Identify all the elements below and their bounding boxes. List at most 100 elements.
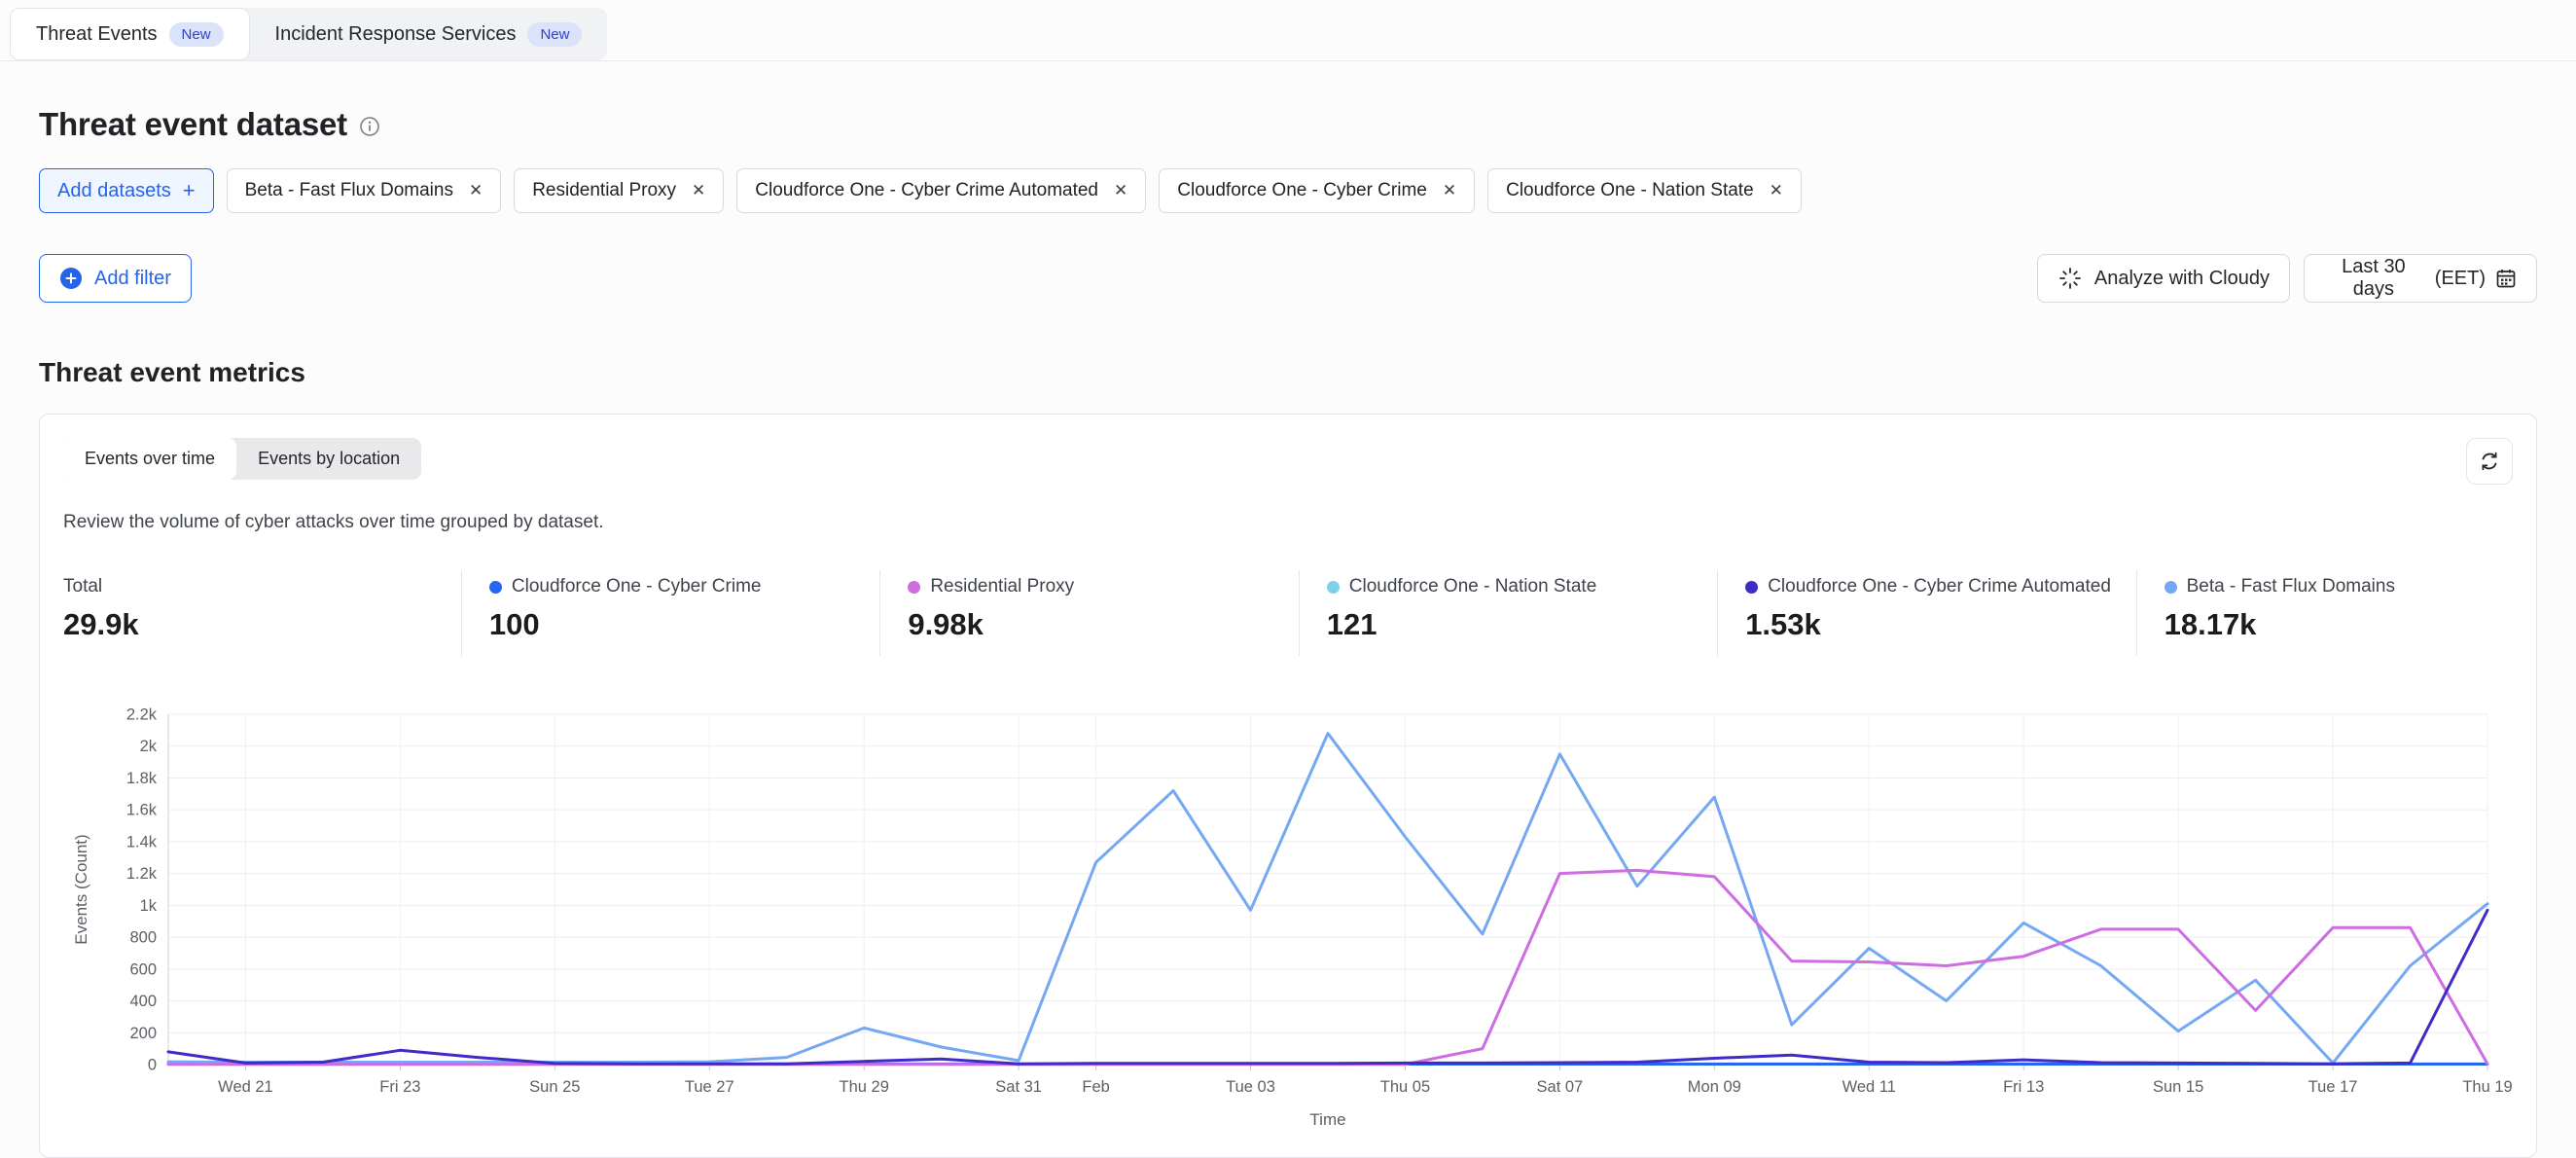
analyze-label: Analyze with Cloudy (2094, 268, 2270, 290)
y-tick-label: 1.8k (126, 770, 158, 787)
title-row: Threat event dataset (39, 106, 2537, 143)
series-color-dot (1745, 581, 1758, 594)
chip-close-icon[interactable]: ✕ (1770, 181, 1783, 200)
x-tick-label: Thu 29 (840, 1078, 889, 1096)
top-tab-bar: Threat EventsNewIncident Response Servic… (10, 8, 607, 60)
x-tick-label: Thu 05 (1380, 1078, 1430, 1096)
refresh-button[interactable] (2466, 438, 2513, 485)
stat-value: 121 (1327, 607, 1707, 642)
stat-value: 29.9k (63, 607, 451, 642)
stats-row: Total 29.9k Cloudforce One - Cyber Crime 10… (63, 570, 2513, 656)
info-icon[interactable] (359, 116, 380, 137)
stat-value: 100 (489, 607, 870, 642)
tab-events-by-location[interactable]: Events by location (236, 438, 421, 480)
tab-threat-events[interactable]: Threat Events New (10, 8, 250, 60)
chip-close-icon[interactable]: ✕ (1114, 181, 1127, 200)
chip-close-icon[interactable]: ✕ (469, 181, 483, 200)
dataset-chip-cloudforce-one-cyber-crime-automated: Cloudforce One - Cyber Crime Automated ✕ (736, 168, 1146, 213)
timezone-label: (EET) (2435, 268, 2486, 290)
chip-label: Cloudforce One - Cyber Crime Automated (755, 180, 1098, 201)
plus-circle-icon (59, 267, 83, 290)
x-tick-label: Feb (1082, 1078, 1109, 1096)
dataset-chips-row: Add datasets + Beta - Fast Flux Domains ✕… (39, 168, 2537, 213)
x-tick-label: Sat 07 (1537, 1078, 1584, 1096)
tab-label: Threat Events (36, 23, 158, 46)
x-tick-label: Fri 13 (2003, 1078, 2044, 1096)
series-color-dot (908, 581, 920, 594)
y-tick-label: 200 (129, 1025, 157, 1042)
tab-incident-response-services[interactable]: Incident Response Services New (250, 8, 608, 60)
chip-label: Residential Proxy (532, 180, 676, 201)
stat-value: 1.53k (1745, 607, 2126, 642)
stat-label: Residential Proxy (930, 576, 1074, 597)
add-datasets-label: Add datasets (57, 180, 171, 202)
x-tick-label: Wed 11 (1843, 1078, 1896, 1096)
metrics-heading: Threat event metrics (39, 357, 2537, 388)
date-range-picker[interactable]: Last 30 days (EET) (2304, 254, 2537, 303)
date-range-value: Last 30 days (2324, 256, 2423, 301)
new-badge: New (169, 22, 224, 47)
y-tick-label: 2k (140, 738, 158, 755)
y-axis-title: Events (Count) (72, 834, 90, 944)
y-tick-label: 400 (129, 993, 157, 1010)
y-tick-label: 1.4k (126, 833, 158, 850)
refresh-icon (2478, 450, 2501, 473)
stat-total: Total 29.9k (63, 570, 461, 656)
add-filter-label: Add filter (94, 268, 171, 290)
top-tab-strip: Threat EventsNewIncident Response Servic… (0, 0, 2576, 61)
stat-label: Total (63, 576, 102, 597)
dataset-chip-cloudforce-one-nation-state: Cloudforce One - Nation State ✕ (1487, 168, 1802, 213)
y-tick-label: 1.2k (126, 865, 158, 883)
threat-event-metrics-card: Events over timeEvents by location Revie… (39, 414, 2537, 1158)
stat-label: Cloudforce One - Nation State (1349, 576, 1597, 597)
tab-label: Incident Response Services (275, 23, 517, 46)
series-line-residential-proxy (168, 870, 2487, 1064)
calendar-icon (2495, 268, 2517, 289)
y-tick-label: 600 (129, 960, 157, 978)
x-tick-label: Fri 23 (379, 1078, 420, 1096)
x-tick-label: Sun 15 (2153, 1078, 2203, 1096)
x-tick-label: Tue 03 (1226, 1078, 1275, 1096)
series-color-dot (489, 581, 502, 594)
filter-row: Add filter Analyze with Cloudy Last 30 d… (39, 254, 2537, 303)
add-filter-button[interactable]: Add filter (39, 254, 192, 303)
chip-label: Cloudforce One - Nation State (1506, 180, 1754, 201)
stat-value: 9.98k (908, 607, 1288, 642)
stat-label: Cloudforce One - Cyber Crime Automated (1768, 576, 2111, 597)
x-axis-title: Time (1309, 1110, 1345, 1129)
x-tick-label: Sun 25 (529, 1078, 580, 1096)
tab-events-over-time[interactable]: Events over time (63, 438, 236, 480)
y-tick-label: 800 (129, 929, 157, 947)
y-tick-label: 2.2k (126, 706, 158, 724)
stat-label: Beta - Fast Flux Domains (2187, 576, 2395, 597)
stat-label: Cloudforce One - Cyber Crime (512, 576, 762, 597)
chip-close-icon[interactable]: ✕ (692, 181, 705, 200)
chip-label: Beta - Fast Flux Domains (245, 180, 453, 201)
x-tick-label: Tue 27 (685, 1078, 734, 1096)
chip-close-icon[interactable]: ✕ (1443, 181, 1456, 200)
series-color-dot (1327, 581, 1340, 594)
x-tick-label: Tue 17 (2308, 1078, 2358, 1096)
series-color-dot (2165, 581, 2177, 594)
stat-value: 18.17k (2165, 607, 2503, 642)
y-tick-label: 0 (148, 1057, 157, 1074)
series-line-cloudforce-one-cyber-crime-automated (168, 910, 2487, 1064)
new-badge: New (527, 22, 582, 47)
stat-cloudforce-one-nation-state: Cloudforce One - Nation State 121 (1299, 570, 1717, 656)
add-datasets-button[interactable]: Add datasets + (39, 168, 214, 213)
page-title: Threat event dataset (39, 106, 347, 143)
stat-cloudforce-one-cyber-crime-automated: Cloudforce One - Cyber Crime Automated 1.… (1717, 570, 2135, 656)
chart-view-tabs: Events over timeEvents by location (63, 438, 421, 480)
dataset-chip-beta-fast-flux-domains: Beta - Fast Flux Domains ✕ (227, 168, 502, 213)
stat-residential-proxy: Residential Proxy 9.98k (879, 570, 1298, 656)
events-over-time-chart: 02004006008001k1.2k1.4k1.6k1.8k2k2.2kWed… (63, 695, 2513, 1140)
sparkle-icon (2057, 266, 2083, 291)
x-tick-label: Mon 09 (1688, 1078, 1741, 1096)
dataset-chip-cloudforce-one-cyber-crime: Cloudforce One - Cyber Crime ✕ (1159, 168, 1475, 213)
series-line-beta-fast-flux-domains (168, 734, 2487, 1064)
analyze-with-cloudy-button[interactable]: Analyze with Cloudy (2037, 254, 2290, 303)
x-tick-label: Thu 19 (2462, 1078, 2512, 1096)
stat-cloudforce-one-cyber-crime: Cloudforce One - Cyber Crime 100 (461, 570, 879, 656)
stat-beta-fast-flux-domains: Beta - Fast Flux Domains 18.17k (2136, 570, 2513, 656)
chip-label: Cloudforce One - Cyber Crime (1177, 180, 1427, 201)
